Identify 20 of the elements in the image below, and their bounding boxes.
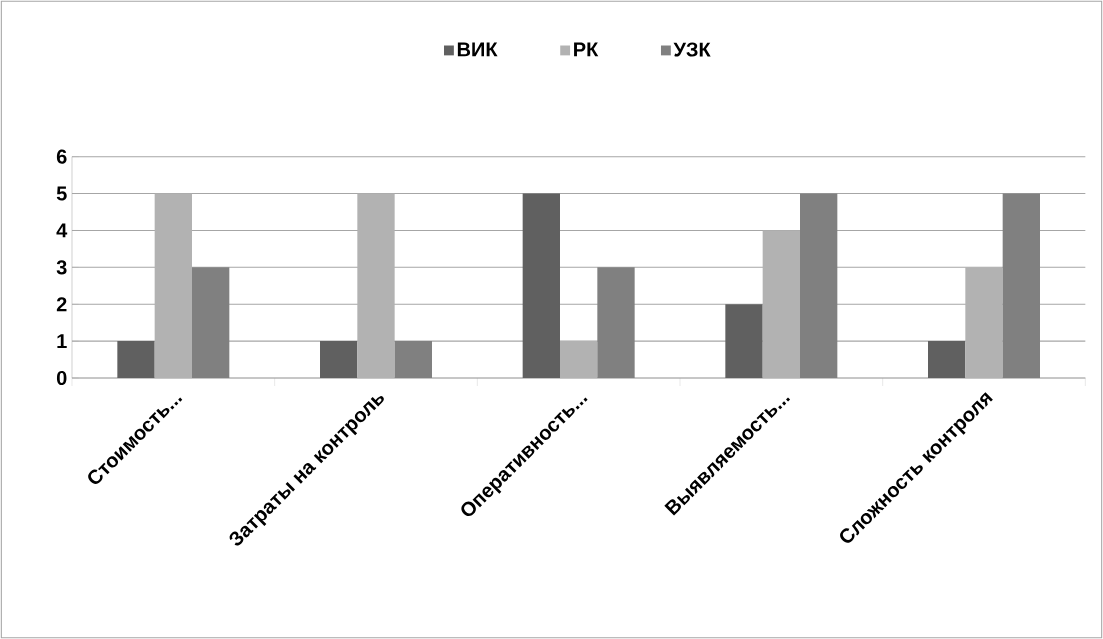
bar (192, 267, 230, 378)
legend-label: ВИК (457, 42, 498, 57)
bar (320, 341, 358, 378)
bar (725, 304, 763, 378)
bar (928, 341, 966, 378)
y-tick-label: 1 (57, 334, 67, 348)
y-tick-label: 3 (56, 260, 67, 275)
bar (117, 341, 155, 378)
bar (1002, 193, 1040, 378)
bar (597, 267, 635, 378)
bar (394, 341, 432, 378)
legend-label: УЗК (673, 42, 711, 57)
y-tick-label: 6 (56, 149, 67, 164)
bar (800, 193, 838, 378)
legend-label: РК (574, 42, 599, 57)
y-tick-label: 4 (56, 223, 68, 238)
y-tick-label: 5 (56, 186, 67, 201)
y-tick-label: 2 (56, 297, 67, 312)
bar (522, 193, 560, 378)
y-tick-label: 0 (56, 370, 67, 386)
